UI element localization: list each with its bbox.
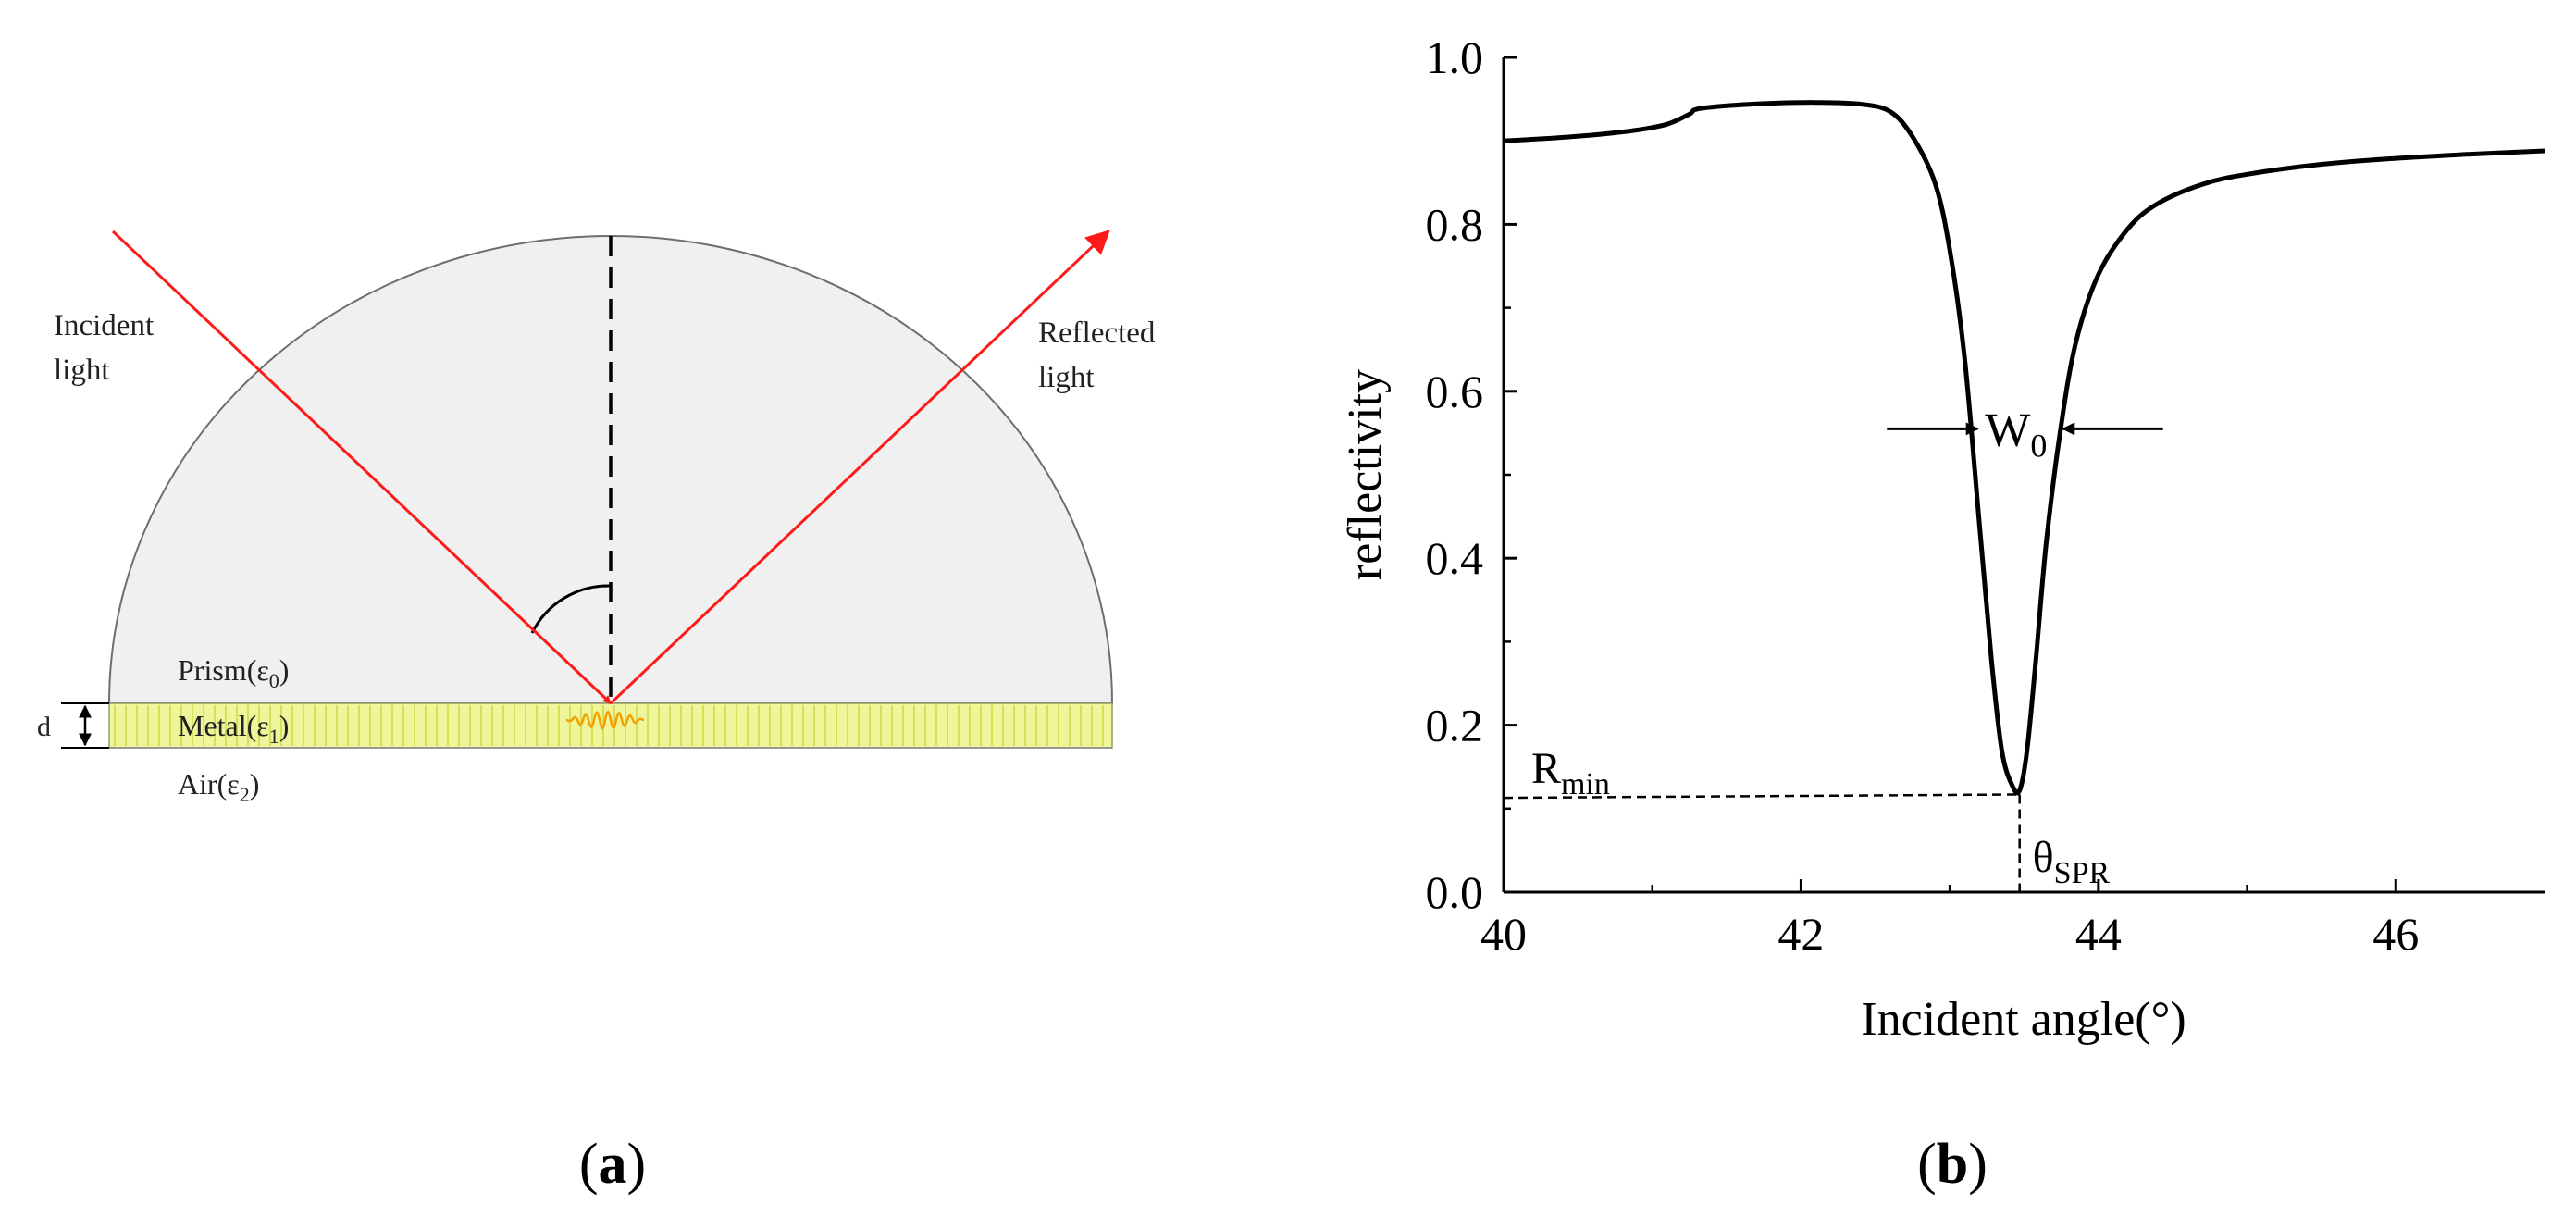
metal-stripes	[114, 705, 1104, 746]
caption-b: (b)	[1917, 1133, 1988, 1196]
reflectivity-curve	[1503, 100, 2545, 796]
incident-label-line2: light	[54, 354, 110, 387]
panel-a-diagram: d Incident light Reflected light Prism(ε…	[37, 230, 1156, 1196]
x-tick-label: 46	[2372, 908, 2419, 960]
x-tick-label: 44	[2075, 908, 2122, 960]
plot-area-bg	[1504, 57, 2545, 892]
incident-ray	[111, 230, 613, 705]
rmin-dashed-line	[1503, 793, 2020, 800]
x-ticks: 40 42 44 46	[1480, 879, 2419, 960]
y-axis-label: reflectivity	[1339, 369, 1392, 580]
metal-layer	[108, 702, 1113, 749]
x-axis-label: Incident angle(°)	[1861, 993, 2186, 1046]
x-tick-label: 42	[1777, 908, 1824, 960]
y-tick-label: 1.0	[1426, 31, 1484, 83]
rmin-label: Rmin	[1531, 744, 1610, 801]
prism-label: Prism(ε0)	[178, 653, 289, 692]
x-tick-label: 40	[1480, 908, 1527, 960]
reflected-label-line2: light	[1038, 361, 1095, 394]
angle-arc	[530, 584, 612, 634]
y-tick-label: 0.2	[1426, 700, 1484, 751]
theta-spr-label: θSPR	[2033, 833, 2111, 890]
y-tick-label: 0.0	[1426, 866, 1484, 918]
y-ticks: 0.0 0.2 0.4 0.6 0.8 1.0	[1426, 31, 1517, 918]
metal-label: Metal(ε1)	[178, 709, 289, 748]
y-tick-label: 0.4	[1426, 532, 1484, 584]
thickness-label: d	[37, 712, 51, 742]
reflected-ray	[609, 230, 1110, 705]
series-layer	[1503, 100, 2545, 796]
y-tick-label: 0.6	[1426, 366, 1484, 417]
caption-a: (a)	[579, 1133, 646, 1196]
incident-label-line1: Incident	[54, 309, 154, 342]
air-label: Air(ε2)	[178, 767, 259, 806]
panel-b-chart: 0.0 0.2 0.4 0.6 0.8 1.0 40 42 44 46 reflectivity…	[1339, 31, 2545, 1196]
y-tick-label: 0.8	[1426, 198, 1484, 250]
fwhm-label: W0	[1985, 403, 2047, 464]
annotation-layer	[1503, 422, 2163, 892]
surface-plasmon-wave	[565, 710, 645, 730]
reflected-label-line1: Reflected	[1038, 317, 1156, 350]
